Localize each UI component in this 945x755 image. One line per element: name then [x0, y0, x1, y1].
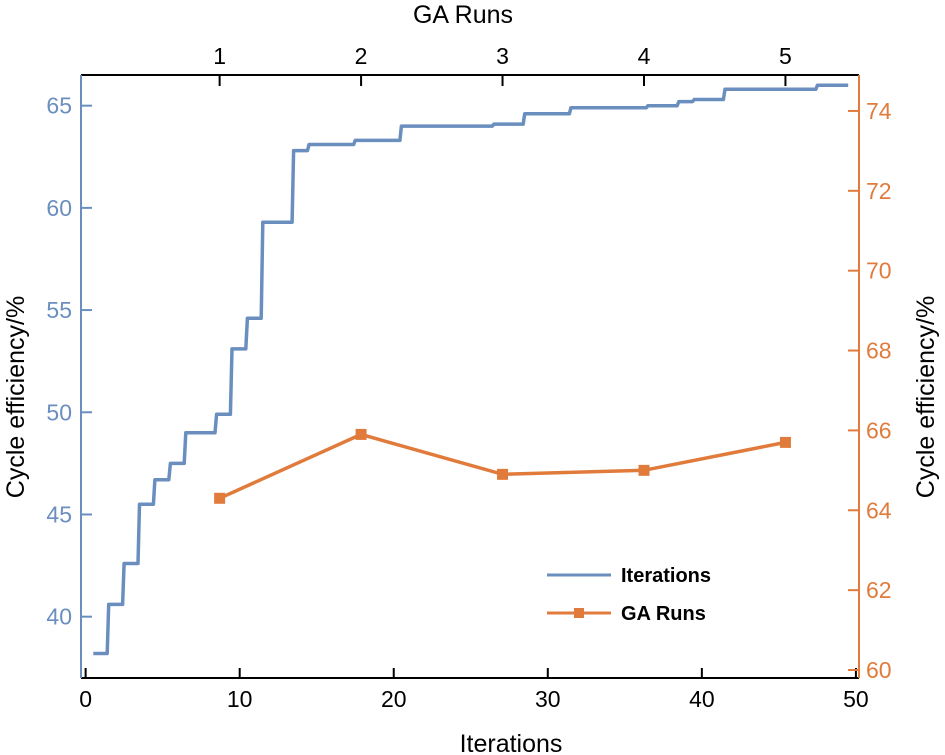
right-tick-label: 72	[866, 178, 892, 204]
right-tick-label: 74	[866, 98, 892, 124]
right-tick-label: 60	[866, 657, 892, 683]
right-tick-label: 64	[866, 497, 892, 523]
top-tick-label: 4	[638, 43, 651, 69]
series-garuns-point	[214, 492, 226, 504]
right-tick-label: 66	[866, 417, 892, 443]
series-garuns-line	[218, 432, 786, 500]
top-tick-label: 5	[779, 43, 792, 69]
left-tick-label: 45	[46, 501, 72, 527]
bottom-tick-label: 30	[535, 686, 561, 712]
top-tick-label: 2	[355, 43, 368, 69]
left-tick-label: 50	[46, 399, 72, 425]
series-iterations-line	[93, 83, 849, 656]
top-tick-label: 1	[213, 43, 226, 69]
left-axis-title: Cycle efficiency/%	[2, 296, 30, 498]
left-tick-label: 65	[46, 93, 72, 119]
series-garuns-point	[497, 468, 509, 480]
bottom-axis-title: Iterations	[460, 730, 563, 755]
right-tick-label: 68	[866, 338, 892, 364]
bottom-tick-label: 40	[689, 686, 715, 712]
right-axis-title: Cycle efficiency/%	[912, 296, 940, 498]
left-tick-label: 55	[46, 297, 72, 323]
plot-frame	[80, 74, 860, 679]
bottom-tick-label: 0	[79, 686, 92, 712]
legend-iterations-label: Iterations	[621, 565, 711, 587]
right-tick-label: 70	[866, 258, 892, 284]
bottom-tick-label: 50	[843, 686, 869, 712]
series-garuns-point	[779, 436, 791, 448]
left-tick-label: 40	[46, 604, 72, 630]
left-y-axis: 40 45 50 55 60 65	[46, 93, 92, 630]
bottom-tick-label: 10	[227, 686, 253, 712]
top-axis-title: GA Runs	[413, 1, 513, 29]
series-garuns-point	[355, 428, 367, 440]
right-tick-label: 62	[866, 577, 892, 603]
bottom-tick-label: 20	[381, 686, 407, 712]
left-tick-label: 60	[46, 195, 72, 221]
top-tick-label: 3	[496, 43, 509, 69]
legend-garuns-marker	[574, 608, 584, 618]
legend-garuns-label: GA Runs	[621, 603, 706, 625]
legend: Iterations GA Runs	[547, 565, 711, 625]
top-x-axis: 1 2 3 4 5	[213, 43, 792, 86]
series-layer	[93, 83, 849, 656]
bottom-x-axis: 0 10 20 30 40 50	[79, 668, 869, 712]
right-y-axis: 60 62 64 66 68 70 72 74	[848, 98, 892, 683]
series-garuns-point	[638, 464, 650, 476]
